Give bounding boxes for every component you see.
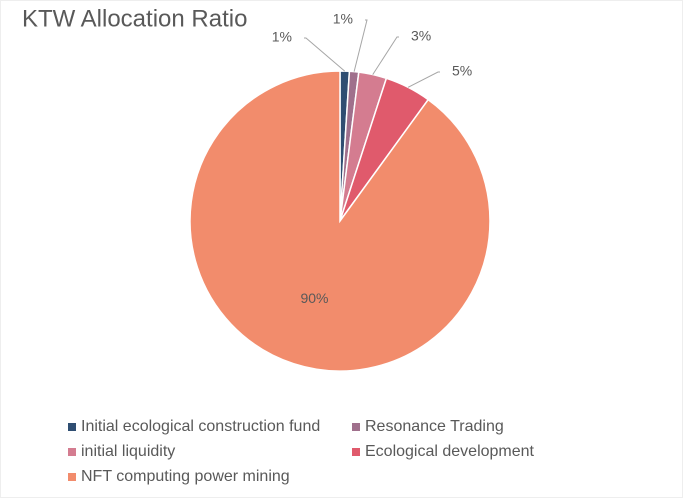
leader-line bbox=[407, 71, 440, 88]
chart-title: KTW Allocation Ratio bbox=[22, 5, 247, 32]
legend-swatch bbox=[352, 448, 360, 456]
data-label: 3% bbox=[411, 28, 431, 44]
leader-line bbox=[353, 19, 368, 72]
legend-label: NFT computing power mining bbox=[81, 468, 290, 485]
leader-line bbox=[304, 37, 346, 72]
legend-swatch bbox=[68, 473, 76, 481]
legend-swatch bbox=[68, 448, 76, 456]
data-label: 1% bbox=[272, 29, 292, 45]
legend-label: initial liquidity bbox=[81, 443, 175, 460]
legend-label: Resonance Trading bbox=[365, 418, 504, 435]
data-label: 90% bbox=[300, 290, 328, 306]
legend-swatch bbox=[352, 423, 360, 431]
legend-label: Initial ecological construction fund bbox=[81, 418, 320, 435]
legend-swatch bbox=[68, 423, 76, 431]
data-label: 1% bbox=[333, 11, 353, 27]
leader-line bbox=[372, 36, 399, 75]
pie-slice bbox=[189, 70, 491, 372]
data-label: 5% bbox=[452, 63, 472, 79]
legend-label: Ecological development bbox=[365, 443, 535, 460]
